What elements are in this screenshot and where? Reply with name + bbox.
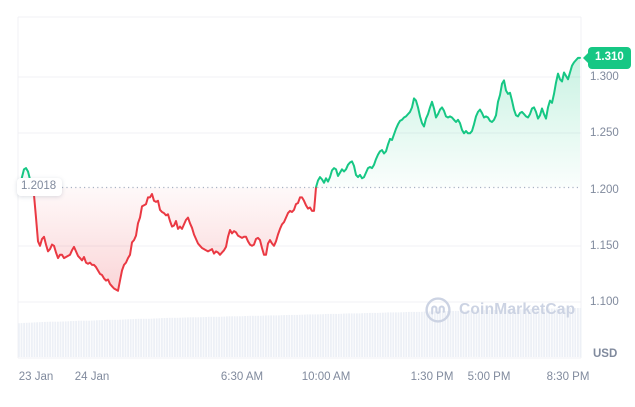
price-area-up [18,57,580,188]
open-price-label: 1.2018 [17,177,63,196]
x-axis-label: 6:30 AM [220,371,264,383]
y-axis-label: 1.150 [590,240,619,252]
y-axis-label: 1.300 [590,71,619,83]
x-axis-label: 24 Jan [74,371,110,383]
x-axis-label: 5:00 PM [467,371,511,383]
price-line-up [18,56,581,188]
watermark-text: CoinMarketCap [459,301,576,318]
y-axis-unit-label: USD [593,348,618,360]
last-price-badge: 1.310 [583,46,631,69]
y-axis-label: 1.250 [590,127,619,139]
x-axis-label: 23 Jan [18,371,54,383]
coinmarketcap-watermark: CoinMarketCap [425,297,575,323]
price-area-down [18,187,580,291]
coinmarketcap-logo-icon [425,297,451,323]
x-axis-label: 10:00 AM [301,371,351,383]
y-axis-label: 1.100 [590,296,619,308]
x-axis-label: 8:30 PM [546,371,590,383]
x-axis-label: 1:30 PM [410,371,454,383]
y-axis-label: 1.200 [590,184,619,196]
volume-bars [18,308,582,357]
price-line-down [18,187,317,292]
